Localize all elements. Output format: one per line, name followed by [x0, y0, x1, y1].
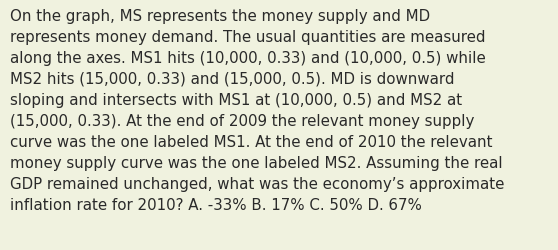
Text: On the graph, MS represents the money supply and MD
represents money demand. The: On the graph, MS represents the money su… [10, 9, 504, 212]
